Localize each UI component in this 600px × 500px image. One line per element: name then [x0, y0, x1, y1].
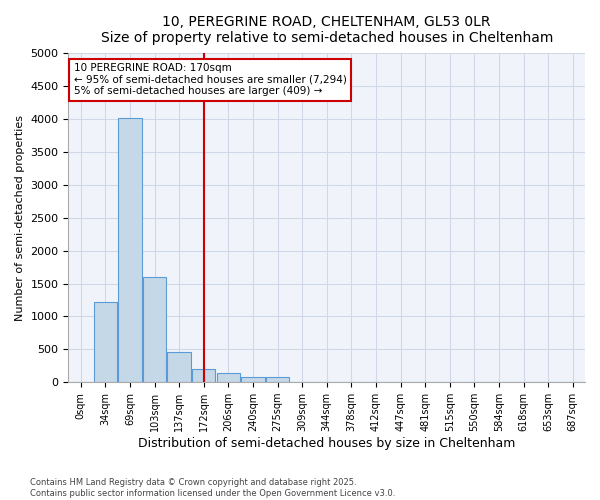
Bar [266, 378, 289, 382]
Title: 10, PEREGRINE ROAD, CHELTENHAM, GL53 0LR
Size of property relative to semi-detac: 10, PEREGRINE ROAD, CHELTENHAM, GL53 0LR… [101, 15, 553, 45]
Bar [118, 118, 142, 382]
Bar [217, 372, 240, 382]
Bar [192, 370, 215, 382]
Bar [143, 277, 166, 382]
Y-axis label: Number of semi-detached properties: Number of semi-detached properties [15, 115, 25, 321]
Bar [241, 377, 265, 382]
Bar [94, 302, 117, 382]
X-axis label: Distribution of semi-detached houses by size in Cheltenham: Distribution of semi-detached houses by … [138, 437, 515, 450]
Text: 10 PEREGRINE ROAD: 170sqm
← 95% of semi-detached houses are smaller (7,294)
5% o: 10 PEREGRINE ROAD: 170sqm ← 95% of semi-… [74, 63, 346, 96]
Text: Contains HM Land Registry data © Crown copyright and database right 2025.
Contai: Contains HM Land Registry data © Crown c… [30, 478, 395, 498]
Bar [167, 352, 191, 382]
